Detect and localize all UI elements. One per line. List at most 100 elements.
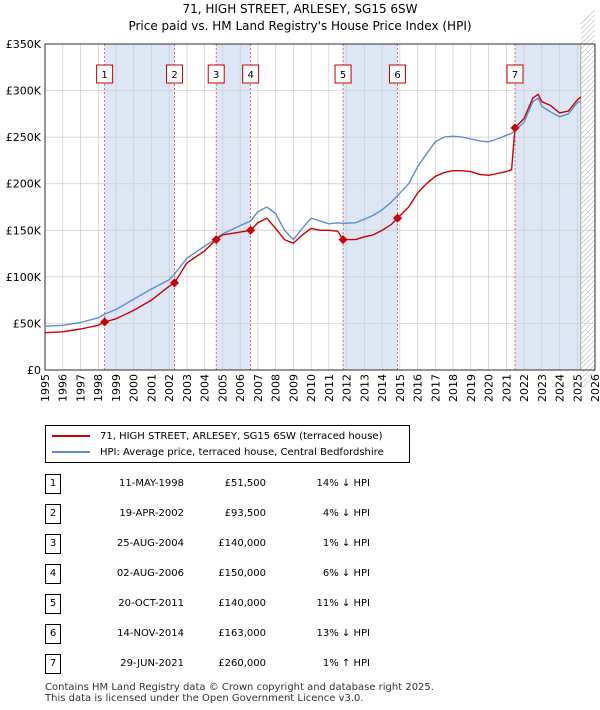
hatch-line <box>580 184 596 200</box>
hatch-line <box>580 84 596 100</box>
sale-label-frame <box>96 64 114 84</box>
sale-label-box: 7 <box>506 64 524 84</box>
table-row: 5 20-OCT-2011 £140,000 11% ↓ HPI <box>0 594 600 616</box>
hatch-line <box>580 349 596 365</box>
x-tick-label: 2022 <box>518 374 531 402</box>
hatch-line <box>580 209 596 225</box>
hatch-line <box>580 254 596 270</box>
x-tick-label: 1998 <box>92 374 105 402</box>
hatch-line <box>580 374 596 390</box>
transaction-date: 02-AUG-2006 <box>116 568 184 579</box>
hatch-line <box>580 149 596 165</box>
property-series-line <box>44 93 582 334</box>
footer-attribution: Contains HM Land Registry data © Crown c… <box>45 682 434 704</box>
hatch-line <box>580 114 596 130</box>
x-tick-label: 2013 <box>358 374 371 402</box>
legend-swatch-property <box>52 435 90 437</box>
sale-label-frame <box>207 64 225 84</box>
sale-label-frame <box>506 64 524 84</box>
hatch-line <box>580 229 596 245</box>
sale-label-frame <box>242 64 260 84</box>
legend-item-hpi: HPI: Average price, terraced house, Cent… <box>52 444 384 460</box>
hatch-line <box>580 79 596 95</box>
hatch-line <box>580 119 596 135</box>
hatch-line <box>580 304 596 320</box>
hatch-line <box>580 109 596 125</box>
hatch-line <box>580 144 596 160</box>
x-tick-label: 2005 <box>216 374 229 402</box>
transaction-number: 3 <box>45 534 61 554</box>
hatch-line <box>580 14 596 30</box>
x-tick-label: 2024 <box>554 374 567 402</box>
hatch-line <box>580 9 596 25</box>
hatch-line <box>580 89 596 105</box>
sale-label-number: 5 <box>340 70 346 81</box>
future-hatch <box>580 9 596 390</box>
hatch-line <box>580 154 596 170</box>
sale-label-frame <box>334 64 352 84</box>
hatch-line <box>580 359 596 375</box>
transaction-number: 1 <box>45 474 61 494</box>
shaded-period <box>343 44 398 370</box>
chart-title: 71, HIGH STREET, ARLESEY, SG15 6SW <box>182 2 418 16</box>
y-tick-label: £0 <box>27 364 41 377</box>
sale-marker <box>246 225 256 235</box>
sale-label-box: 1 <box>96 64 114 84</box>
transaction-price: £93,500 <box>224 508 266 519</box>
sale-label-frame <box>389 64 407 84</box>
y-tick-label: £200K <box>6 178 42 191</box>
hatch-line <box>580 224 596 240</box>
transaction-hpi-diff: 1% ↓ HPI <box>322 538 370 549</box>
hatch-line <box>580 299 596 315</box>
x-tick-label: 2009 <box>287 374 300 402</box>
x-tick-label: 2023 <box>536 374 549 402</box>
x-tick-label: 2011 <box>323 374 336 402</box>
transaction-number: 5 <box>45 594 61 614</box>
hatch-line <box>580 19 596 35</box>
x-tick-label: 1995 <box>39 374 52 402</box>
hatch-line <box>580 64 596 80</box>
x-tick-label: 2019 <box>465 374 478 402</box>
transaction-date: 20-OCT-2011 <box>118 598 184 609</box>
x-tick-label: 2010 <box>305 374 318 402</box>
hatch-line <box>580 139 596 155</box>
y-tick-label: £250K <box>6 131 42 144</box>
x-tick-label: 2020 <box>483 374 496 402</box>
price-chart: £0 £50K £100K £150K £200K £250K £300K £350K 1995… <box>6 9 600 402</box>
sale-label-number: 2 <box>171 70 177 81</box>
hatch-line <box>580 289 596 305</box>
sale-label-number: 6 <box>394 70 400 81</box>
hatch-line <box>580 279 596 295</box>
hatch-line <box>580 104 596 120</box>
transaction-price: £260,000 <box>218 658 266 669</box>
hatch-line <box>580 159 596 175</box>
hatch-line <box>580 294 596 310</box>
transaction-price: £140,000 <box>218 538 266 549</box>
hatch-line <box>580 54 596 70</box>
shaded-period <box>514 44 581 370</box>
legend-label-hpi: HPI: Average price, terraced house, Cent… <box>100 446 384 458</box>
x-tick-label: 2003 <box>181 374 194 402</box>
transaction-hpi-diff: 13% ↓ HPI <box>316 628 370 639</box>
hatch-line <box>580 369 596 385</box>
table-row: 3 25-AUG-2004 £140,000 1% ↓ HPI <box>0 534 600 556</box>
hatch-line <box>580 354 596 370</box>
sale-label-frame <box>166 64 184 84</box>
hatch-line <box>580 239 596 255</box>
sale-label-box: 4 <box>242 64 260 84</box>
hatch-line <box>580 179 596 195</box>
hatch-line <box>580 234 596 250</box>
hatch-line <box>580 169 596 185</box>
y-tick-label: £150K <box>6 224 42 237</box>
shaded-period <box>104 44 175 370</box>
hatch-line <box>580 74 596 90</box>
y-tick-label: £350K <box>6 38 42 51</box>
transaction-price: £51,500 <box>224 478 266 489</box>
hatch-line <box>580 319 596 335</box>
sale-label-number: 7 <box>512 70 518 81</box>
sale-label-number: 1 <box>101 70 107 81</box>
hatch-line <box>580 34 596 50</box>
transaction-hpi-diff: 6% ↓ HPI <box>322 568 370 579</box>
sale-label-number: 4 <box>247 70 253 81</box>
transaction-number: 6 <box>45 624 61 644</box>
